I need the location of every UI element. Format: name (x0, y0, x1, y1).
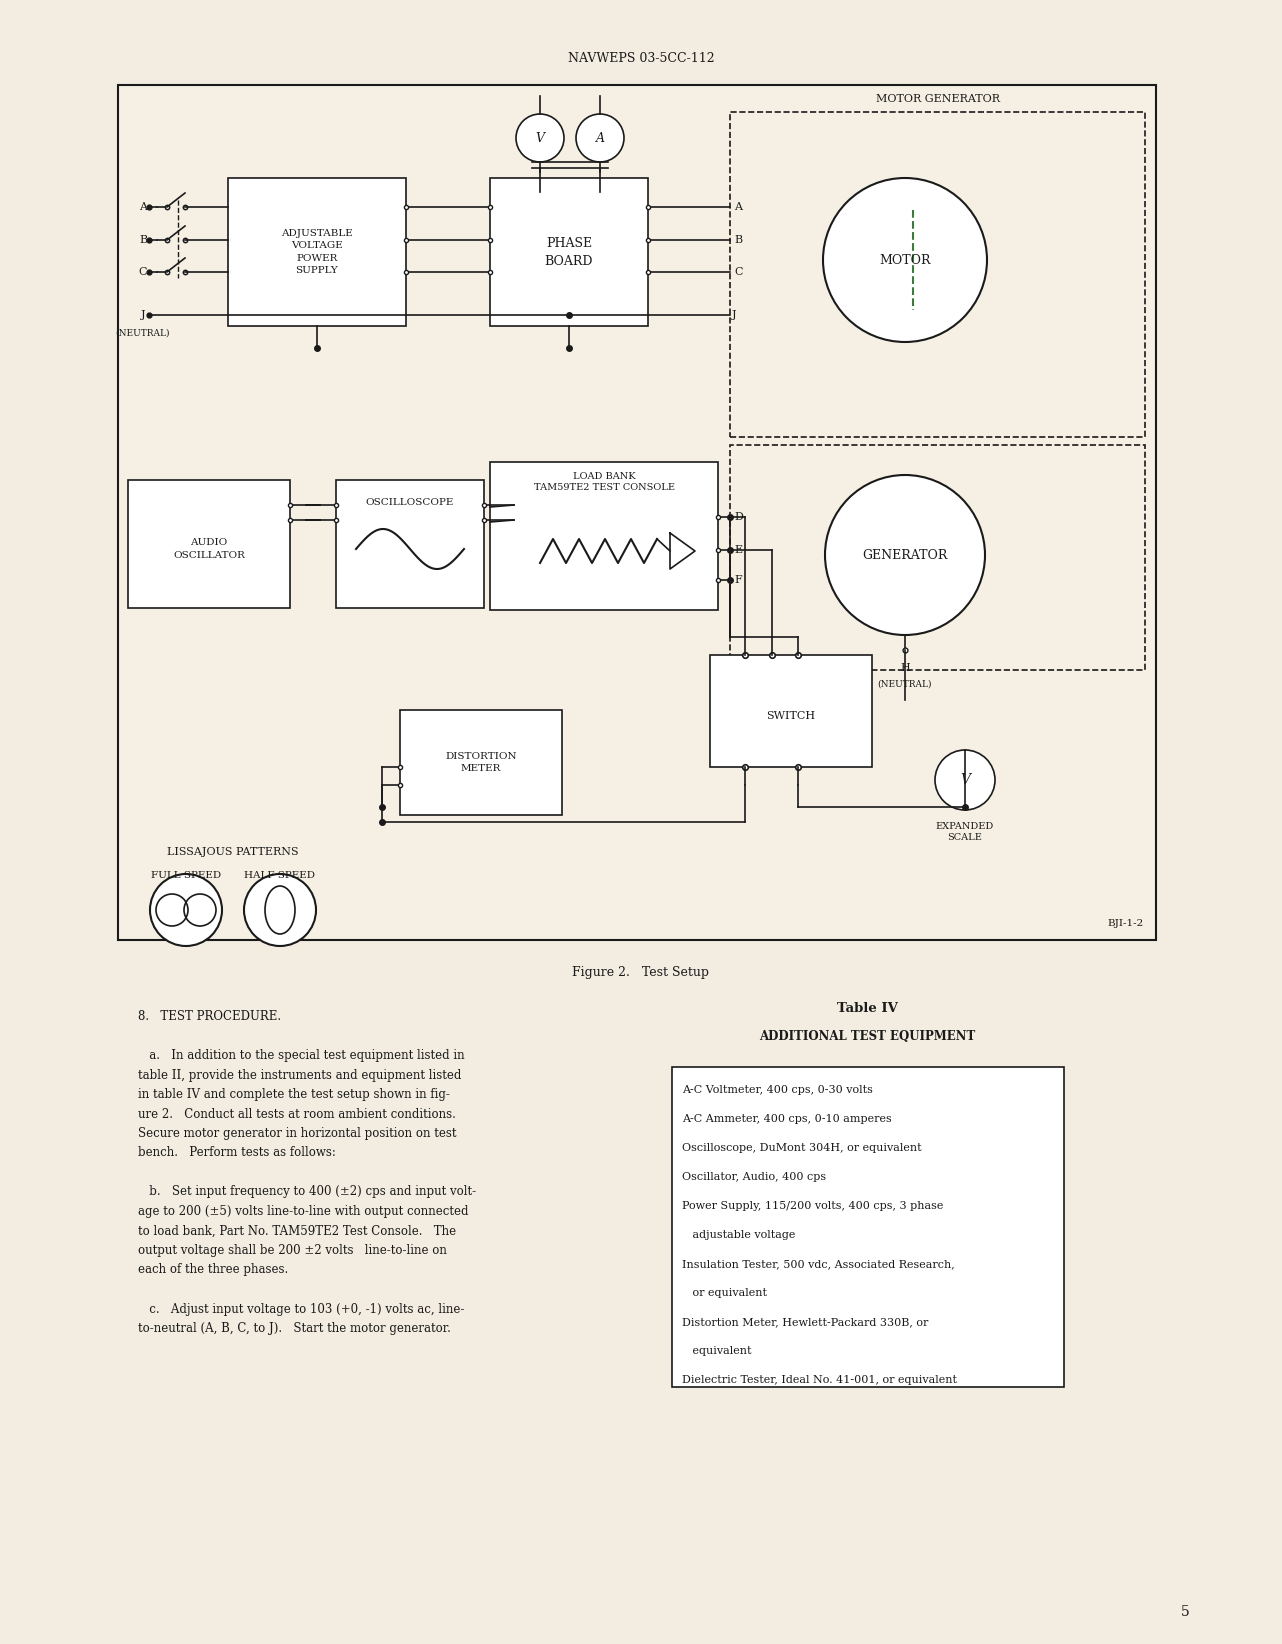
Text: ADDITIONAL TEST EQUIPMENT: ADDITIONAL TEST EQUIPMENT (759, 1031, 976, 1042)
Text: in table IV and complete the test setup shown in fig-: in table IV and complete the test setup … (138, 1088, 450, 1101)
Text: A: A (138, 202, 147, 212)
Text: A: A (596, 132, 605, 145)
Text: E: E (735, 546, 742, 556)
Text: Dielectric Tester, Ideal No. 41-001, or equivalent: Dielectric Tester, Ideal No. 41-001, or … (682, 1374, 956, 1384)
Bar (400, 710, 562, 815)
Text: 8.   TEST PROCEDURE.: 8. TEST PROCEDURE. (138, 1009, 281, 1023)
Text: equivalent: equivalent (682, 1346, 751, 1356)
Bar (672, 1067, 1064, 1388)
Text: B: B (138, 235, 147, 245)
Text: Power Supply, 115/200 volts, 400 cps, 3 phase: Power Supply, 115/200 volts, 400 cps, 3 … (682, 1202, 944, 1212)
Text: V: V (960, 773, 970, 787)
Text: a.   In addition to the special test equipment listed in: a. In addition to the special test equip… (138, 1049, 464, 1062)
Circle shape (515, 113, 564, 163)
Text: J: J (732, 311, 737, 321)
Circle shape (244, 875, 315, 945)
Text: Figure 2.   Test Setup: Figure 2. Test Setup (573, 965, 709, 978)
Text: SWITCH: SWITCH (767, 710, 815, 722)
Text: A-C Ammeter, 400 cps, 0-10 amperes: A-C Ammeter, 400 cps, 0-10 amperes (682, 1115, 892, 1124)
Text: table II, provide the instruments and equipment listed: table II, provide the instruments and eq… (138, 1069, 462, 1082)
Bar (729, 446, 1145, 671)
Text: A-C Voltmeter, 400 cps, 0-30 volts: A-C Voltmeter, 400 cps, 0-30 volts (682, 1085, 873, 1095)
Circle shape (150, 875, 222, 945)
Circle shape (826, 475, 985, 635)
Text: H: H (900, 663, 910, 672)
Text: AUDIO
OSCILLATOR: AUDIO OSCILLATOR (173, 538, 245, 559)
Text: NAVWEPS 03-5CC-112: NAVWEPS 03-5CC-112 (568, 51, 714, 64)
Text: Secure motor generator in horizontal position on test: Secure motor generator in horizontal pos… (138, 1128, 456, 1139)
Text: (NEUTRAL): (NEUTRAL) (878, 679, 932, 689)
Text: or equivalent: or equivalent (682, 1287, 767, 1299)
Text: adjustable voltage: adjustable voltage (682, 1230, 795, 1240)
Text: Distortion Meter, Hewlett-Packard 330B, or: Distortion Meter, Hewlett-Packard 330B, … (682, 1317, 928, 1327)
Text: PHASE
BOARD: PHASE BOARD (545, 237, 594, 268)
Bar (336, 480, 485, 608)
Text: Oscilloscope, DuMont 304H, or equivalent: Oscilloscope, DuMont 304H, or equivalent (682, 1143, 922, 1152)
Text: OSCILLOSCOPE: OSCILLOSCOPE (365, 498, 454, 506)
Text: EXPANDED
SCALE: EXPANDED SCALE (936, 822, 994, 842)
Text: HALF SPEED: HALF SPEED (245, 871, 315, 880)
Bar (729, 112, 1145, 437)
Text: age to 200 (±5) volts line-to-line with output connected: age to 200 (±5) volts line-to-line with … (138, 1205, 468, 1218)
Text: Table IV: Table IV (837, 1001, 897, 1014)
Text: BJI-1-2: BJI-1-2 (1108, 919, 1144, 927)
Text: FULL SPEED: FULL SPEED (151, 871, 221, 880)
Text: DISTORTION
METER: DISTORTION METER (445, 751, 517, 773)
Bar (118, 85, 1156, 940)
Text: to load bank, Part No. TAM59TE2 Test Console.   The: to load bank, Part No. TAM59TE2 Test Con… (138, 1225, 456, 1238)
Text: to-neutral (A, B, C, to J).   Start the motor generator.: to-neutral (A, B, C, to J). Start the mo… (138, 1322, 451, 1335)
Text: bench.   Perform tests as follows:: bench. Perform tests as follows: (138, 1146, 336, 1159)
Text: Insulation Tester, 500 vdc, Associated Research,: Insulation Tester, 500 vdc, Associated R… (682, 1259, 955, 1269)
Text: C: C (138, 266, 147, 276)
Text: each of the three phases.: each of the three phases. (138, 1264, 288, 1276)
Text: 5: 5 (1181, 1605, 1190, 1619)
Circle shape (823, 178, 987, 342)
Circle shape (576, 113, 624, 163)
Text: J: J (141, 311, 145, 321)
Text: c.   Adjust input voltage to 103 (+0, -1) volts ac, line-: c. Adjust input voltage to 103 (+0, -1) … (138, 1302, 464, 1315)
Bar (710, 654, 872, 768)
Text: MOTOR: MOTOR (879, 253, 931, 266)
Text: b.   Set input frequency to 400 (±2) cps and input volt-: b. Set input frequency to 400 (±2) cps a… (138, 1185, 476, 1198)
Text: B: B (735, 235, 742, 245)
Bar (128, 480, 290, 608)
Bar (228, 178, 406, 326)
Text: LOAD BANK
TAM59TE2 TEST CONSOLE: LOAD BANK TAM59TE2 TEST CONSOLE (533, 472, 674, 493)
Text: GENERATOR: GENERATOR (863, 549, 947, 562)
Text: F: F (735, 575, 742, 585)
Text: ure 2.   Conduct all tests at room ambient conditions.: ure 2. Conduct all tests at room ambient… (138, 1108, 456, 1121)
Text: C: C (735, 266, 742, 276)
Text: ADJUSTABLE
VOLTAGE
POWER
SUPPLY: ADJUSTABLE VOLTAGE POWER SUPPLY (281, 229, 353, 275)
Text: (NEUTRAL): (NEUTRAL) (115, 329, 171, 337)
Text: Oscillator, Audio, 400 cps: Oscillator, Audio, 400 cps (682, 1172, 826, 1182)
Text: A: A (735, 202, 742, 212)
Text: output voltage shall be 200 ±2 volts   line-to-line on: output voltage shall be 200 ±2 volts lin… (138, 1245, 447, 1258)
Text: D: D (735, 511, 742, 523)
Bar (490, 462, 718, 610)
Text: MOTOR GENERATOR: MOTOR GENERATOR (876, 94, 1000, 104)
Text: V: V (536, 132, 545, 145)
Circle shape (935, 750, 995, 810)
Text: LISSAJOUS PATTERNS: LISSAJOUS PATTERNS (167, 847, 299, 857)
Bar (490, 178, 647, 326)
